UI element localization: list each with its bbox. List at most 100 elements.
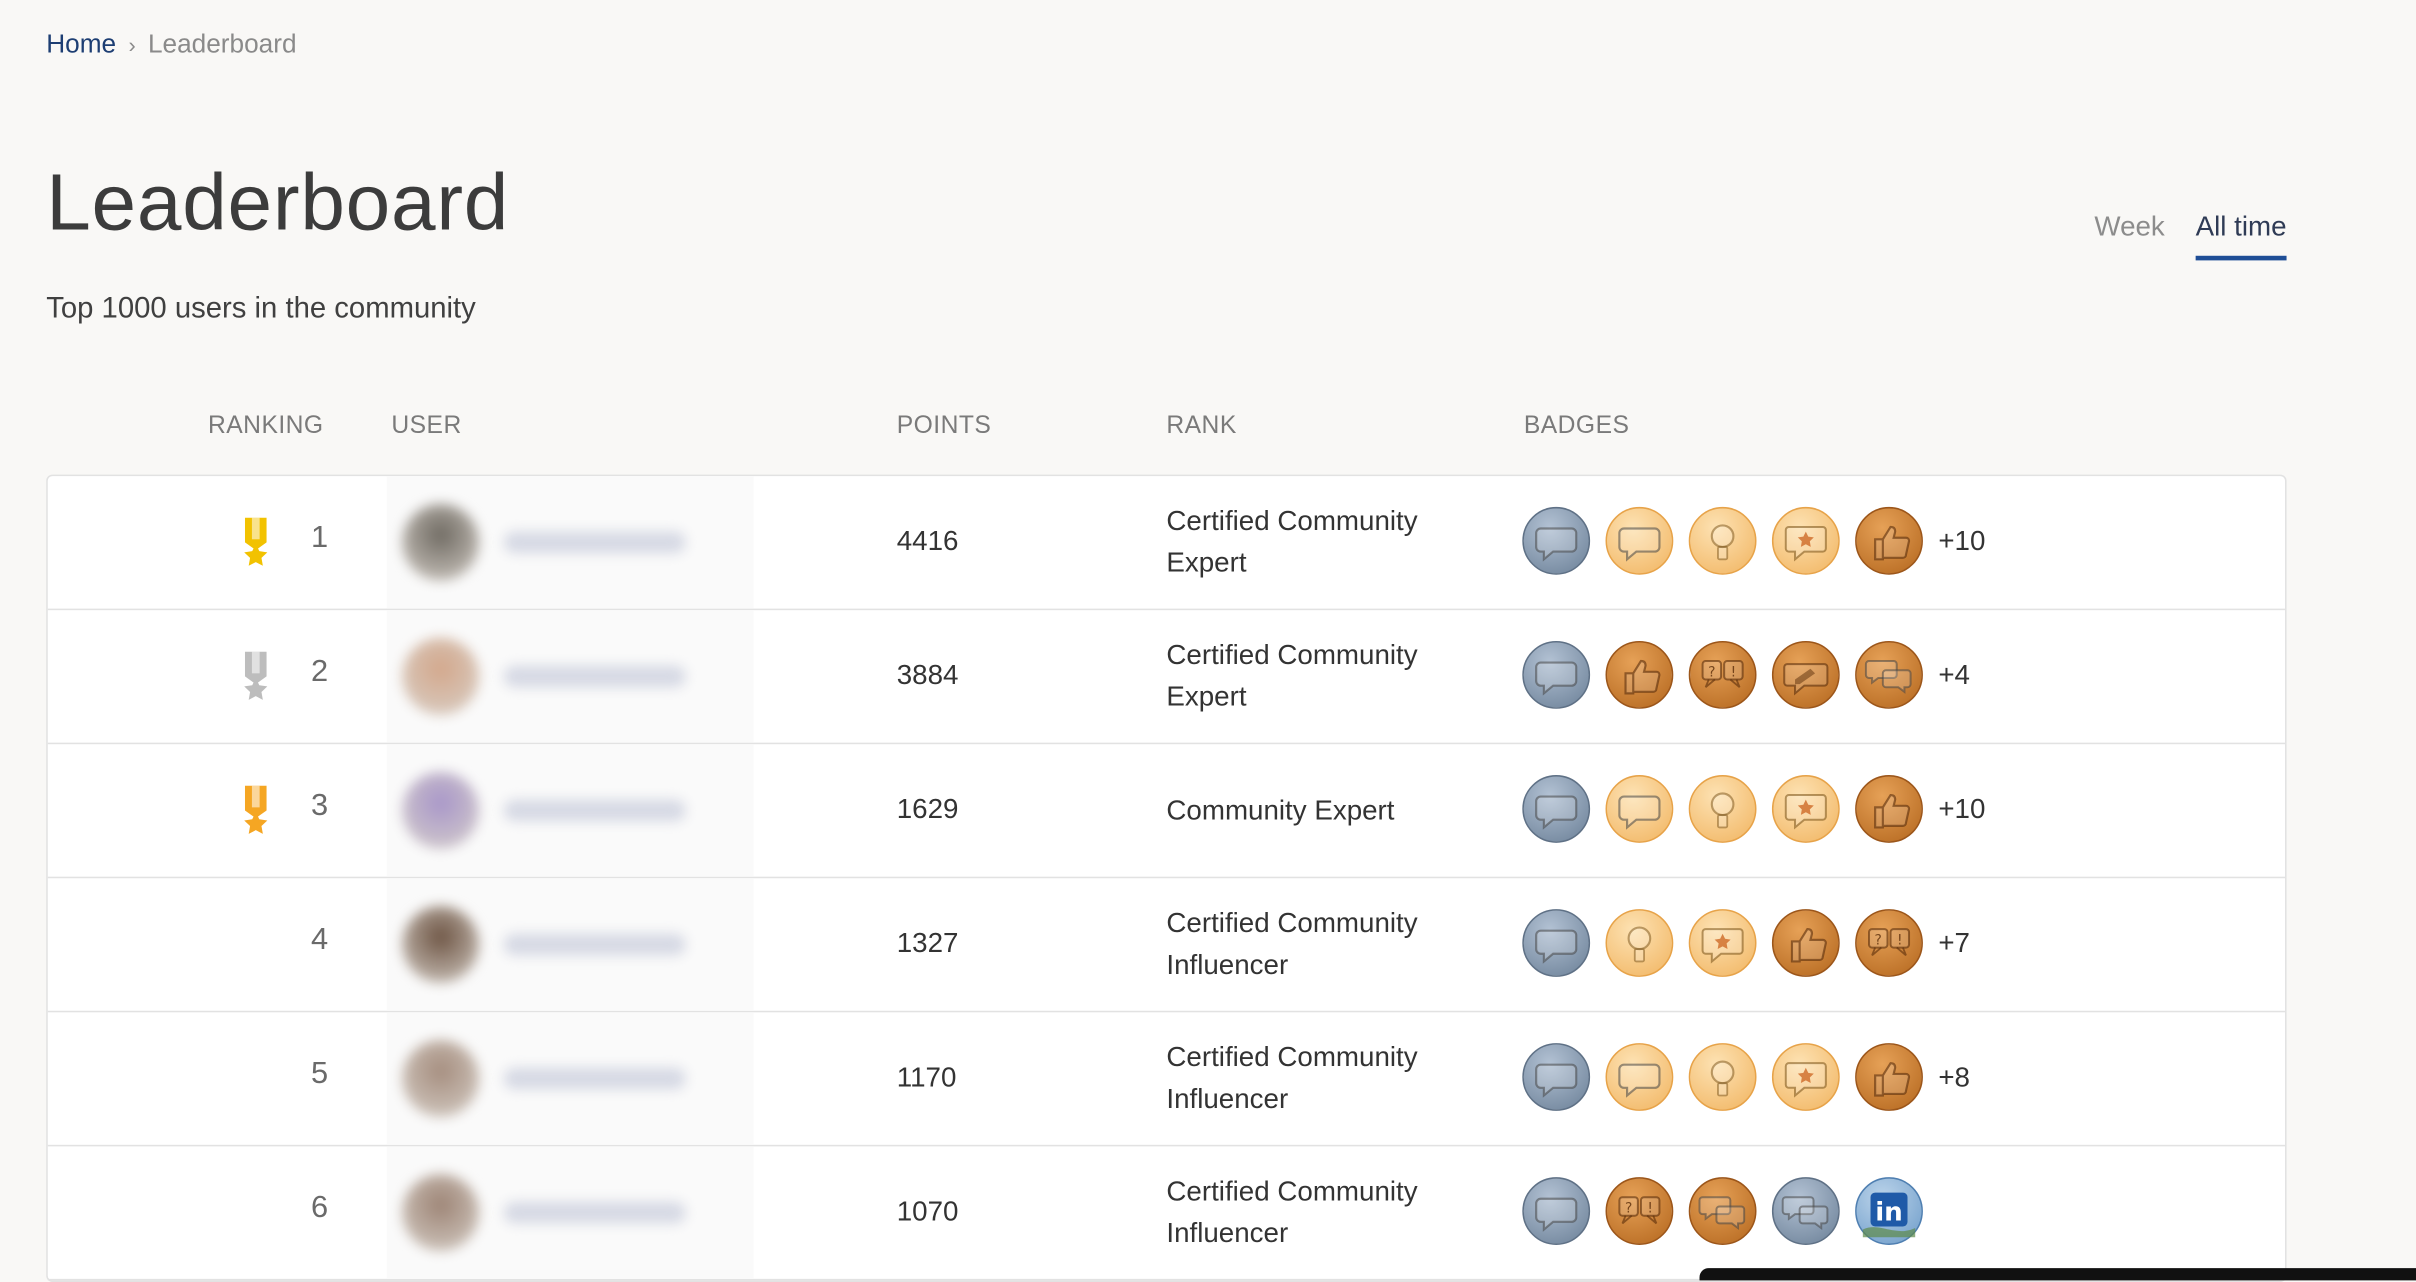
avatar[interactable]: [402, 905, 480, 984]
header-points[interactable]: POINTS: [896, 412, 992, 440]
breadcrumb: Home › Leaderboard: [46, 29, 296, 60]
light-chat-badge-icon[interactable]: [1605, 1043, 1674, 1111]
dark-thumb-badge-icon[interactable]: [1855, 1043, 1923, 1111]
breadcrumb-chevron-icon: ›: [128, 32, 136, 58]
table-row[interactable]: 3 1629 Community Expert +10: [47, 744, 2286, 879]
avatar[interactable]: [402, 503, 480, 581]
tab-all-time[interactable]: All time: [2195, 211, 2287, 261]
avatar[interactable]: [402, 1040, 480, 1118]
table-row[interactable]: 5 1170 Certified Community Influencer +8: [47, 1012, 2286, 1147]
slate-double-chat-badge-icon[interactable]: [1771, 1177, 1840, 1245]
dark-pencil-badge-icon[interactable]: [1771, 640, 1840, 709]
badges-list: ?! in: [1522, 1177, 1923, 1245]
user-cell[interactable]: [386, 744, 754, 877]
points-value: 1629: [896, 793, 959, 825]
table-row[interactable]: 2 3884 Certified Community Expert?! +4: [47, 610, 2286, 745]
slate-chat-badge-icon[interactable]: [1522, 640, 1591, 709]
username-link[interactable]: [503, 933, 686, 956]
svg-text:?: ?: [1875, 933, 1882, 949]
slate-chat-badge-icon[interactable]: [1522, 506, 1591, 575]
user-cell[interactable]: [386, 476, 754, 609]
ranking-number: 3: [311, 788, 329, 823]
points-value: 4416: [896, 525, 959, 557]
more-badges-count[interactable]: +10: [1938, 524, 1986, 556]
table-row[interactable]: 1 4416 Certified Community Expert +10: [47, 476, 2286, 611]
username-link[interactable]: [503, 665, 686, 688]
slate-chat-badge-icon[interactable]: [1522, 1177, 1591, 1245]
ranking-number: 2: [311, 654, 329, 689]
svg-text:?: ?: [1625, 1201, 1632, 1217]
username-link[interactable]: [503, 1067, 686, 1090]
badges-list: +8: [1522, 1043, 1970, 1111]
linkedin-badge-icon[interactable]: in: [1855, 1177, 1923, 1245]
ranking-number: 4: [311, 922, 329, 957]
light-bulb-badge-icon[interactable]: [1688, 775, 1757, 843]
dark-qa-badge-icon[interactable]: ?!: [1605, 1177, 1674, 1245]
username-link[interactable]: [503, 799, 686, 822]
points-value: 1070: [896, 1195, 959, 1227]
gold-medal-icon: [244, 517, 268, 566]
breadcrumb-home-link[interactable]: Home: [46, 29, 117, 59]
light-star-chat-badge-icon[interactable]: [1771, 1043, 1840, 1111]
table-row[interactable]: 4 1327 Certified Community Influencer?! +7: [47, 878, 2286, 1013]
ranking-number: 5: [311, 1056, 329, 1091]
username-link[interactable]: [503, 531, 686, 554]
header-rank[interactable]: RANK: [1166, 412, 1237, 440]
rank-title: Certified Community Influencer: [1166, 1041, 1418, 1114]
header-ranking[interactable]: RANKING: [208, 412, 324, 440]
avatar[interactable]: [402, 1174, 480, 1252]
user-cell[interactable]: [386, 610, 754, 743]
avatar[interactable]: [402, 637, 480, 715]
light-bulb-badge-icon[interactable]: [1688, 1043, 1757, 1111]
avatar[interactable]: [402, 771, 480, 849]
leaderboard-table: 1 4416 Certified Community Expert +10 2 3884 C…: [46, 474, 2287, 1282]
bronze-medal-icon: [244, 785, 268, 834]
user-cell[interactable]: [386, 1146, 754, 1279]
dark-thumb-badge-icon[interactable]: [1771, 909, 1840, 977]
rank-title: Community Expert: [1166, 794, 1395, 826]
light-star-chat-badge-icon[interactable]: [1688, 909, 1757, 977]
dark-double-chat-badge-icon[interactable]: [1855, 640, 1923, 709]
svg-text:!: !: [1897, 933, 1903, 949]
more-badges-count[interactable]: +10: [1938, 792, 1986, 824]
dark-qa-badge-icon[interactable]: ?!: [1855, 909, 1923, 977]
overlay-strip: [1699, 1268, 2416, 1281]
period-tabs: Week All time: [2094, 211, 2287, 261]
more-badges-count[interactable]: +8: [1938, 1060, 1970, 1092]
light-star-chat-badge-icon[interactable]: [1771, 775, 1840, 843]
user-cell[interactable]: [386, 878, 754, 1011]
light-bulb-badge-icon[interactable]: [1605, 909, 1674, 977]
rank-title: Certified Community Influencer: [1166, 907, 1418, 980]
user-cell[interactable]: [386, 1012, 754, 1145]
dark-qa-badge-icon[interactable]: ?!: [1688, 640, 1757, 709]
dark-thumb-badge-icon[interactable]: [1855, 506, 1923, 575]
page-subtitle: Top 1000 users in the community: [46, 292, 476, 326]
table-header: RANKING USER POINTS RANK BADGES: [46, 413, 2285, 450]
table-row[interactable]: 6 1070 Certified Community Influencer?! in: [47, 1146, 2286, 1281]
ranking-number: 6: [311, 1191, 329, 1225]
svg-text:!: !: [1647, 1201, 1653, 1217]
badges-list: +10: [1522, 775, 1985, 843]
light-chat-badge-icon[interactable]: [1605, 506, 1674, 575]
dark-thumb-badge-icon[interactable]: [1855, 775, 1923, 843]
slate-chat-badge-icon[interactable]: [1522, 1043, 1591, 1111]
tab-week[interactable]: Week: [2094, 211, 2165, 242]
username-link[interactable]: [503, 1201, 686, 1224]
more-badges-count[interactable]: +4: [1938, 658, 1970, 690]
rank-title: Certified Community Influencer: [1166, 1175, 1418, 1249]
header-user[interactable]: USER: [391, 412, 462, 440]
badges-list: ?! +7: [1522, 909, 1970, 977]
slate-chat-badge-icon[interactable]: [1522, 909, 1591, 977]
slate-chat-badge-icon[interactable]: [1522, 775, 1591, 843]
light-chat-badge-icon[interactable]: [1605, 775, 1674, 843]
badges-list: ?! +4: [1522, 640, 1970, 709]
more-badges-count[interactable]: +7: [1938, 926, 1970, 958]
light-star-chat-badge-icon[interactable]: [1771, 506, 1840, 575]
rank-title: Certified Community Expert: [1166, 505, 1418, 578]
dark-thumb-badge-icon[interactable]: [1605, 640, 1674, 709]
light-bulb-badge-icon[interactable]: [1688, 506, 1757, 575]
points-value: 3884: [896, 659, 959, 691]
dark-double-chat-badge-icon[interactable]: [1688, 1177, 1757, 1245]
silver-medal-icon: [244, 651, 268, 700]
